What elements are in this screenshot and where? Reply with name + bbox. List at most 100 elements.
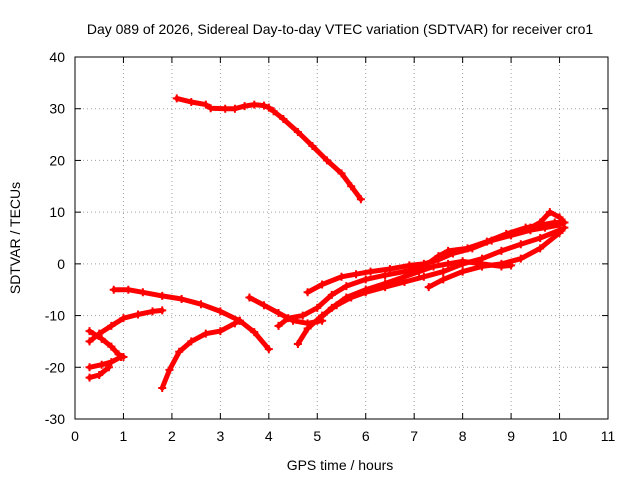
- data-point: [361, 275, 370, 284]
- series-trace: [87, 354, 124, 370]
- data-point: [516, 254, 525, 263]
- data-point: [458, 267, 467, 276]
- data-point: [221, 104, 230, 113]
- data-point: [216, 327, 225, 336]
- data-point: [187, 97, 196, 106]
- x-tick-label: 7: [410, 428, 418, 444]
- data-point: [230, 104, 239, 113]
- grid: [75, 57, 608, 419]
- data-point: [415, 267, 424, 276]
- data-point: [133, 310, 142, 319]
- data-point: [107, 321, 116, 330]
- series-arc-a: [172, 94, 365, 204]
- data-point: [165, 365, 174, 374]
- y-tick-label: -10: [45, 308, 65, 324]
- y-tick-label: 40: [49, 49, 65, 65]
- data-point: [97, 334, 106, 343]
- data-point: [366, 267, 375, 276]
- series-arc-g: [158, 316, 244, 392]
- data-point: [342, 293, 351, 302]
- x-tick-labels: 0 1 2 3 4 5 6 7 8 9 10 11: [71, 428, 615, 444]
- data-point: [536, 234, 545, 242]
- data-point: [516, 240, 525, 249]
- x-tick-label: 10: [552, 428, 568, 444]
- data-point: [216, 307, 225, 316]
- data-point: [560, 218, 569, 227]
- data-point: [187, 337, 196, 346]
- x-tick-label: 3: [216, 428, 224, 444]
- data-point: [138, 288, 147, 297]
- data-point: [385, 265, 394, 274]
- data-point: [274, 321, 283, 330]
- data-point: [536, 218, 545, 227]
- data-point: [117, 352, 126, 361]
- data-point: [318, 280, 327, 289]
- data-point: [429, 262, 438, 271]
- data-point: [419, 272, 428, 281]
- data-point: [313, 316, 322, 325]
- x-tick-label: 5: [313, 428, 321, 444]
- data-point: [555, 213, 564, 222]
- x-tick-label: 2: [168, 428, 176, 444]
- data-point: [555, 228, 564, 237]
- y-tick-label: 10: [49, 204, 65, 220]
- data-point: [109, 285, 118, 294]
- data-point: [274, 308, 283, 317]
- data-point: [327, 290, 336, 299]
- data-point: [264, 345, 273, 354]
- data-point: [400, 272, 409, 281]
- series-arc-i: [274, 218, 569, 330]
- data-point: [158, 291, 167, 300]
- data-point: [361, 285, 370, 294]
- data-point: [264, 103, 273, 112]
- data-point: [497, 259, 506, 268]
- data-point: [419, 259, 428, 268]
- plot-frame: [74, 56, 609, 420]
- x-tick-label: 8: [459, 428, 467, 444]
- data-point: [342, 282, 351, 291]
- series-layer: [85, 94, 569, 392]
- data-point: [308, 141, 317, 150]
- data-point: [298, 311, 307, 320]
- data-point: [303, 324, 312, 333]
- data-point: [230, 319, 239, 328]
- x-tick-label: 4: [265, 428, 273, 444]
- data-point: [269, 107, 278, 116]
- data-point: [148, 307, 157, 316]
- series-arc-c: [85, 352, 126, 372]
- data-point: [85, 373, 94, 382]
- data-point: [507, 231, 516, 240]
- data-point: [201, 329, 210, 338]
- data-point: [85, 363, 94, 372]
- series-arc-e: [85, 306, 167, 346]
- data-point: [85, 327, 94, 336]
- series-arc-j: [303, 221, 564, 297]
- data-point: [356, 195, 365, 204]
- data-point: [95, 329, 104, 338]
- series-trace: [305, 222, 562, 295]
- data-point: [337, 272, 346, 281]
- x-tick-label: 1: [120, 428, 128, 444]
- data-point: [201, 100, 210, 109]
- data-point: [424, 283, 433, 292]
- x-tick-label: 6: [362, 428, 370, 444]
- data-point: [458, 257, 467, 266]
- data-point: [172, 94, 181, 103]
- data-point: [240, 102, 249, 111]
- data-point: [259, 101, 268, 110]
- data-point: [158, 306, 167, 315]
- data-point: [95, 371, 104, 380]
- data-point: [526, 223, 535, 232]
- data-point: [536, 244, 545, 253]
- data-point: [541, 223, 550, 232]
- data-point: [444, 259, 453, 268]
- x-tick-label: 0: [71, 428, 79, 444]
- data-point: [352, 270, 361, 279]
- data-point: [293, 127, 302, 136]
- y-tick-label: 20: [49, 152, 65, 168]
- data-point: [279, 115, 288, 124]
- data-point: [97, 360, 106, 369]
- data-point: [177, 295, 186, 304]
- data-point: [293, 340, 302, 349]
- data-point: [405, 261, 414, 270]
